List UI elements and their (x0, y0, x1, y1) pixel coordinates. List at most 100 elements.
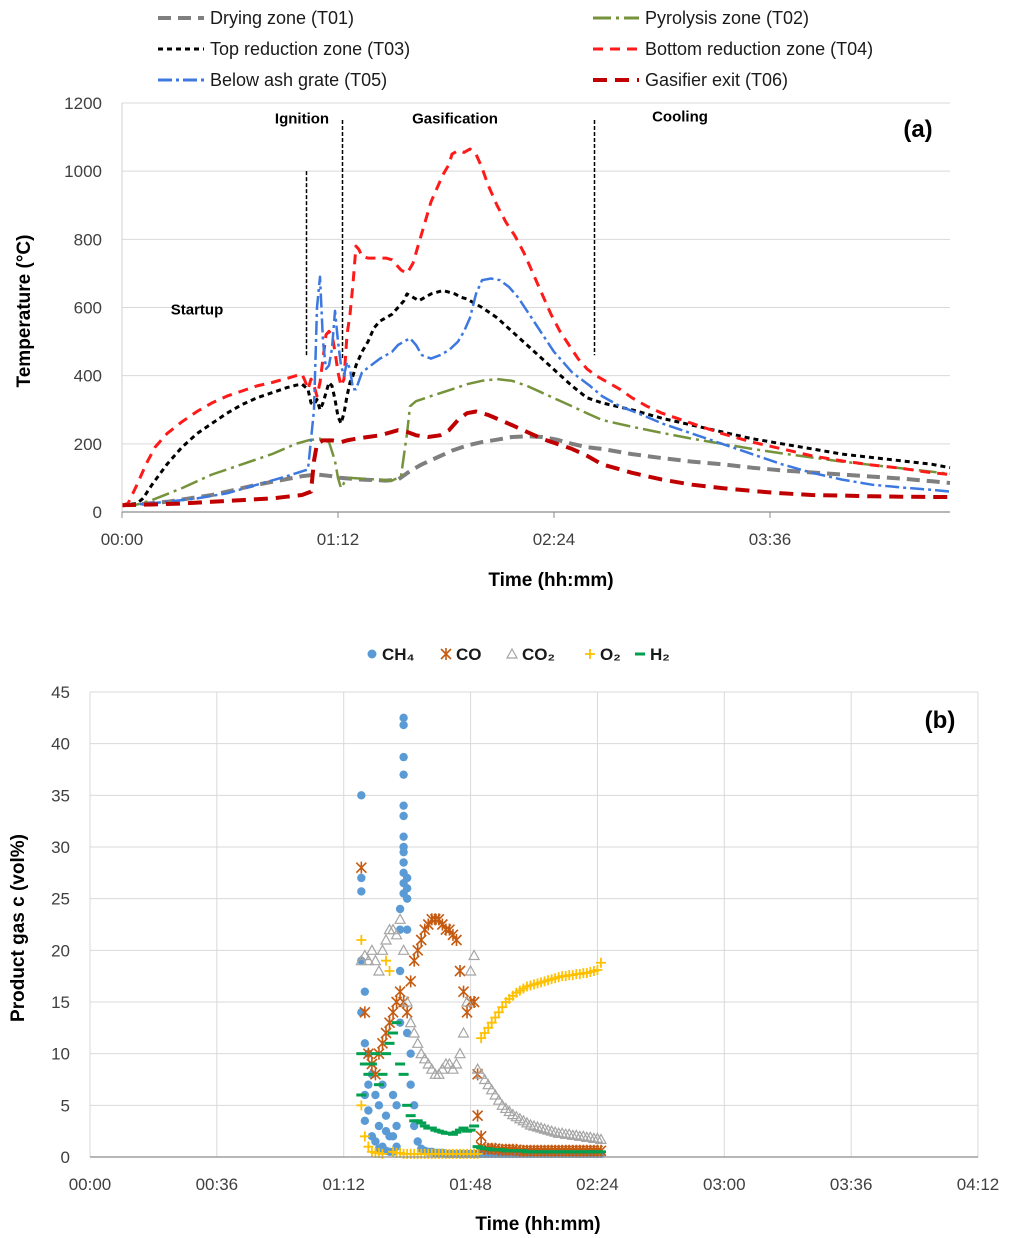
a-y-tick-1000: 1000 (64, 162, 102, 181)
b-point-o2 (483, 1022, 494, 1033)
a-series-gasifier-exit-t06 (121, 409, 950, 508)
b-point-ch4 (371, 1090, 380, 1100)
b-point-co2 (478, 1073, 491, 1085)
b-point-co (457, 985, 470, 998)
a-series-lines (121, 147, 951, 508)
a-phase-labels: Startup Ignition Gasification Cooling (171, 109, 708, 319)
b-point-o2 (486, 1017, 497, 1028)
b-point-ch4 (409, 1101, 419, 1110)
b-point-co2 (408, 1026, 421, 1038)
b-y-tick-40: 40 (51, 735, 70, 754)
b-y-tick-20: 20 (51, 941, 70, 960)
b-point-co2 (453, 1047, 467, 1059)
b-gridlines (89, 691, 979, 1158)
b-point-co2 (372, 964, 385, 976)
a-x-tick-144: 02:24 (533, 530, 576, 549)
b-point-o2 (476, 1033, 487, 1044)
b-point-ch4 (381, 1111, 391, 1120)
b-point-o2 (384, 966, 395, 976)
b-point-ch4 (402, 873, 412, 883)
b-point-co2 (556, 1126, 569, 1138)
b-x-tick-252: 04:12 (957, 1175, 1000, 1194)
a-y-tick-600: 600 (74, 299, 102, 318)
b-point-co2 (383, 923, 396, 935)
b-legend-co-swatch (440, 648, 452, 660)
b-point-ch4 (364, 1106, 373, 1115)
b-legend-h2-label: H₂ (650, 645, 670, 664)
b-point-ch4 (360, 1116, 370, 1126)
a-legend-label-bottom-reduction-zone-t04: Bottom reduction zone (T04) (645, 39, 873, 59)
a-gridlines (121, 102, 950, 518)
b-point-ch4 (374, 1101, 384, 1110)
b-point-ch4 (374, 1121, 384, 1131)
b-legend-ch4-swatch (367, 649, 377, 659)
a-axes (121, 103, 950, 513)
b-point-o2 (490, 1012, 501, 1023)
b-point-o2 (356, 935, 367, 945)
chart-panel-b: 0 5 10 15 20 25 30 35 40 45 00:00 00:36 01:12 01:48 02… (8, 645, 999, 1235)
b-point-ch4 (406, 1080, 415, 1089)
b-point-ch4 (357, 791, 366, 800)
b-point-ch4 (357, 873, 366, 883)
a-phase-cooling: Cooling (652, 109, 708, 126)
b-point-ch4 (395, 904, 405, 914)
b-point-co2 (401, 995, 414, 1007)
b-point-co (475, 1130, 487, 1143)
b-y-tick-5: 5 (61, 1096, 70, 1115)
a-x-axis-title: Time (hh:mm) (488, 570, 613, 591)
b-point-ch4 (388, 1090, 398, 1100)
b-point-ch4 (413, 1137, 422, 1146)
b-point-co2 (362, 954, 375, 966)
b-point-co2 (404, 1016, 417, 1028)
b-tick-labels: 0 5 10 15 20 25 30 35 40 45 00:00 00:36 01:12 01:48 02… (51, 683, 999, 1194)
b-point-ch4 (399, 847, 408, 857)
b-point-co2 (584, 1131, 597, 1142)
b-y-axis-title: Product gas c (vol%) (8, 834, 29, 1022)
a-series-pyrolysis-zone-t02 (121, 377, 951, 507)
b-point-o2 (363, 1141, 374, 1152)
b-point-co (450, 934, 463, 946)
b-point-co2 (390, 928, 403, 940)
b-point-co (380, 1027, 392, 1039)
b-point-co (408, 954, 420, 967)
b-point-ch4 (399, 770, 408, 779)
b-point-o2 (381, 955, 391, 966)
a-series-bottom-reduction-zone-t04 (121, 147, 951, 507)
b-x-tick-0: 00:00 (69, 1175, 112, 1194)
b-point-co (415, 934, 427, 946)
b-point-co2 (394, 913, 407, 924)
b-point-co2 (468, 949, 481, 961)
a-phase-gasification: Gasification (412, 110, 498, 127)
b-point-ch4 (395, 966, 405, 976)
b-point-co (376, 1037, 389, 1050)
b-point-co2 (570, 1129, 583, 1140)
b-x-tick-108: 01:48 (449, 1175, 492, 1194)
b-x-axis-title: Time (hh:mm) (475, 1214, 600, 1235)
b-point-co2 (422, 1057, 435, 1069)
a-legend-label-below-ash-grate-t05: Below ash grate (T05) (210, 70, 387, 90)
b-legend-co-label: CO (456, 645, 482, 664)
b-legend-co2-swatch (505, 647, 519, 659)
b-point-co2 (397, 944, 410, 955)
b-y-tick-35: 35 (51, 786, 70, 805)
b-legend-co2-label: CO₂ (522, 645, 555, 664)
b-panel-label: (b) (925, 707, 956, 734)
b-point-co2 (591, 1132, 604, 1143)
a-legend: Drying zone (T01) Pyrolysis zone (T02) Top… (158, 8, 873, 90)
a-y-tick-0: 0 (93, 503, 102, 522)
b-point-co (454, 965, 466, 977)
b-point-co2 (499, 1102, 512, 1114)
b-point-co (405, 975, 417, 988)
a-series-below-ash-grate-t05 (121, 275, 951, 507)
b-point-ch4 (402, 1028, 412, 1038)
b-point-co (362, 1047, 374, 1060)
b-point-co2 (577, 1130, 590, 1141)
b-point-co (394, 985, 406, 998)
b-point-co2 (457, 1026, 470, 1038)
b-point-co (359, 1006, 371, 1019)
b-point-co2 (471, 1062, 484, 1074)
b-y-tick-15: 15 (51, 993, 70, 1012)
b-point-o2 (497, 1002, 508, 1013)
b-point-co (468, 996, 480, 1008)
